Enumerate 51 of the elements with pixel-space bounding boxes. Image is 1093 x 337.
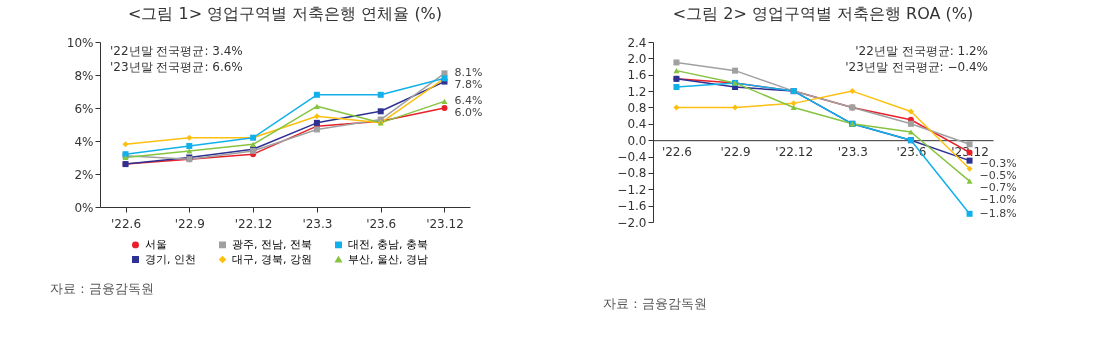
annotation: '23년말 전국평균: −0.4% — [845, 60, 988, 74]
y-tick-label: −2.0 — [617, 215, 647, 230]
x-tick-label: '22.6 — [661, 144, 692, 159]
legend-label: 광주, 전남, 전북 — [232, 237, 312, 251]
data-label: −1.8% — [979, 206, 1017, 220]
annotation: '23년말 전국평균: 6.6% — [110, 60, 243, 74]
y-tick-label: 1.6 — [627, 68, 647, 83]
x-tick-label: '23.6 — [366, 216, 397, 231]
y-tick-label: 0.0 — [627, 133, 647, 148]
data-label: −1.0% — [979, 193, 1017, 207]
y-tick-label: 10% — [66, 35, 94, 50]
text: 자료 : 금융감독원 — [603, 296, 707, 311]
y-tick-label: 0% — [74, 200, 94, 215]
y-tick-label: 0.4 — [627, 117, 647, 132]
legend-label: 서울 — [145, 237, 167, 251]
y-tick-label: 4% — [74, 134, 94, 149]
y-tick-label: −1.6 — [617, 199, 647, 214]
legend-label: 대구, 경북, 강원 — [232, 252, 312, 266]
y-tick-label: −1.2 — [617, 182, 647, 197]
x-tick-label: '22.12 — [775, 144, 814, 159]
x-tick-label: '23.12 — [426, 216, 464, 231]
y-tick-label: −0.8 — [617, 166, 647, 181]
x-tick-label: '22.6 — [111, 216, 142, 231]
legend-label: 경기, 인천 — [145, 252, 196, 266]
data-label: 7.8% — [454, 78, 483, 92]
y-tick-label: 6% — [74, 101, 94, 116]
y-tick-label: 8% — [74, 68, 94, 83]
data-label: −0.3% — [979, 157, 1017, 171]
y-tick-label: 0.8 — [627, 100, 647, 115]
data-label: 8.1% — [454, 66, 483, 80]
y-tick-label: −0.4 — [617, 150, 647, 165]
y-tick-label: 2.0 — [627, 51, 647, 66]
data-label: −0.5% — [979, 169, 1017, 183]
x-tick-label: '22.9 — [174, 216, 205, 231]
data-label: −0.7% — [979, 181, 1017, 195]
legend-label: 부산, 울산, 경남 — [348, 252, 428, 266]
annotation: '22년말 전국평균: 3.4% — [110, 44, 243, 58]
chart-title: <그림 2> 영업구역별 저축은행 ROA (%) — [672, 4, 974, 23]
x-tick-label: '22.12 — [234, 216, 273, 231]
x-tick-label: '23.3 — [837, 144, 868, 159]
y-tick-label: 2% — [74, 167, 94, 182]
x-tick-label: '22.9 — [720, 144, 751, 159]
text: 자료 : 금융감독원 — [50, 281, 154, 296]
y-tick-label: 1.2 — [627, 84, 647, 99]
y-tick-label: 2.4 — [627, 35, 647, 50]
data-label: 6.0% — [454, 106, 483, 120]
data-label: 6.4% — [454, 94, 483, 108]
annotation: '22년말 전국평균: 1.2% — [855, 44, 988, 58]
chart-title: <그림 1> 영업구역별 저축은행 연체율 (%) — [127, 4, 443, 23]
x-tick-label: '23.3 — [302, 216, 333, 231]
legend-label: 대전, 충남, 충북 — [348, 237, 428, 251]
